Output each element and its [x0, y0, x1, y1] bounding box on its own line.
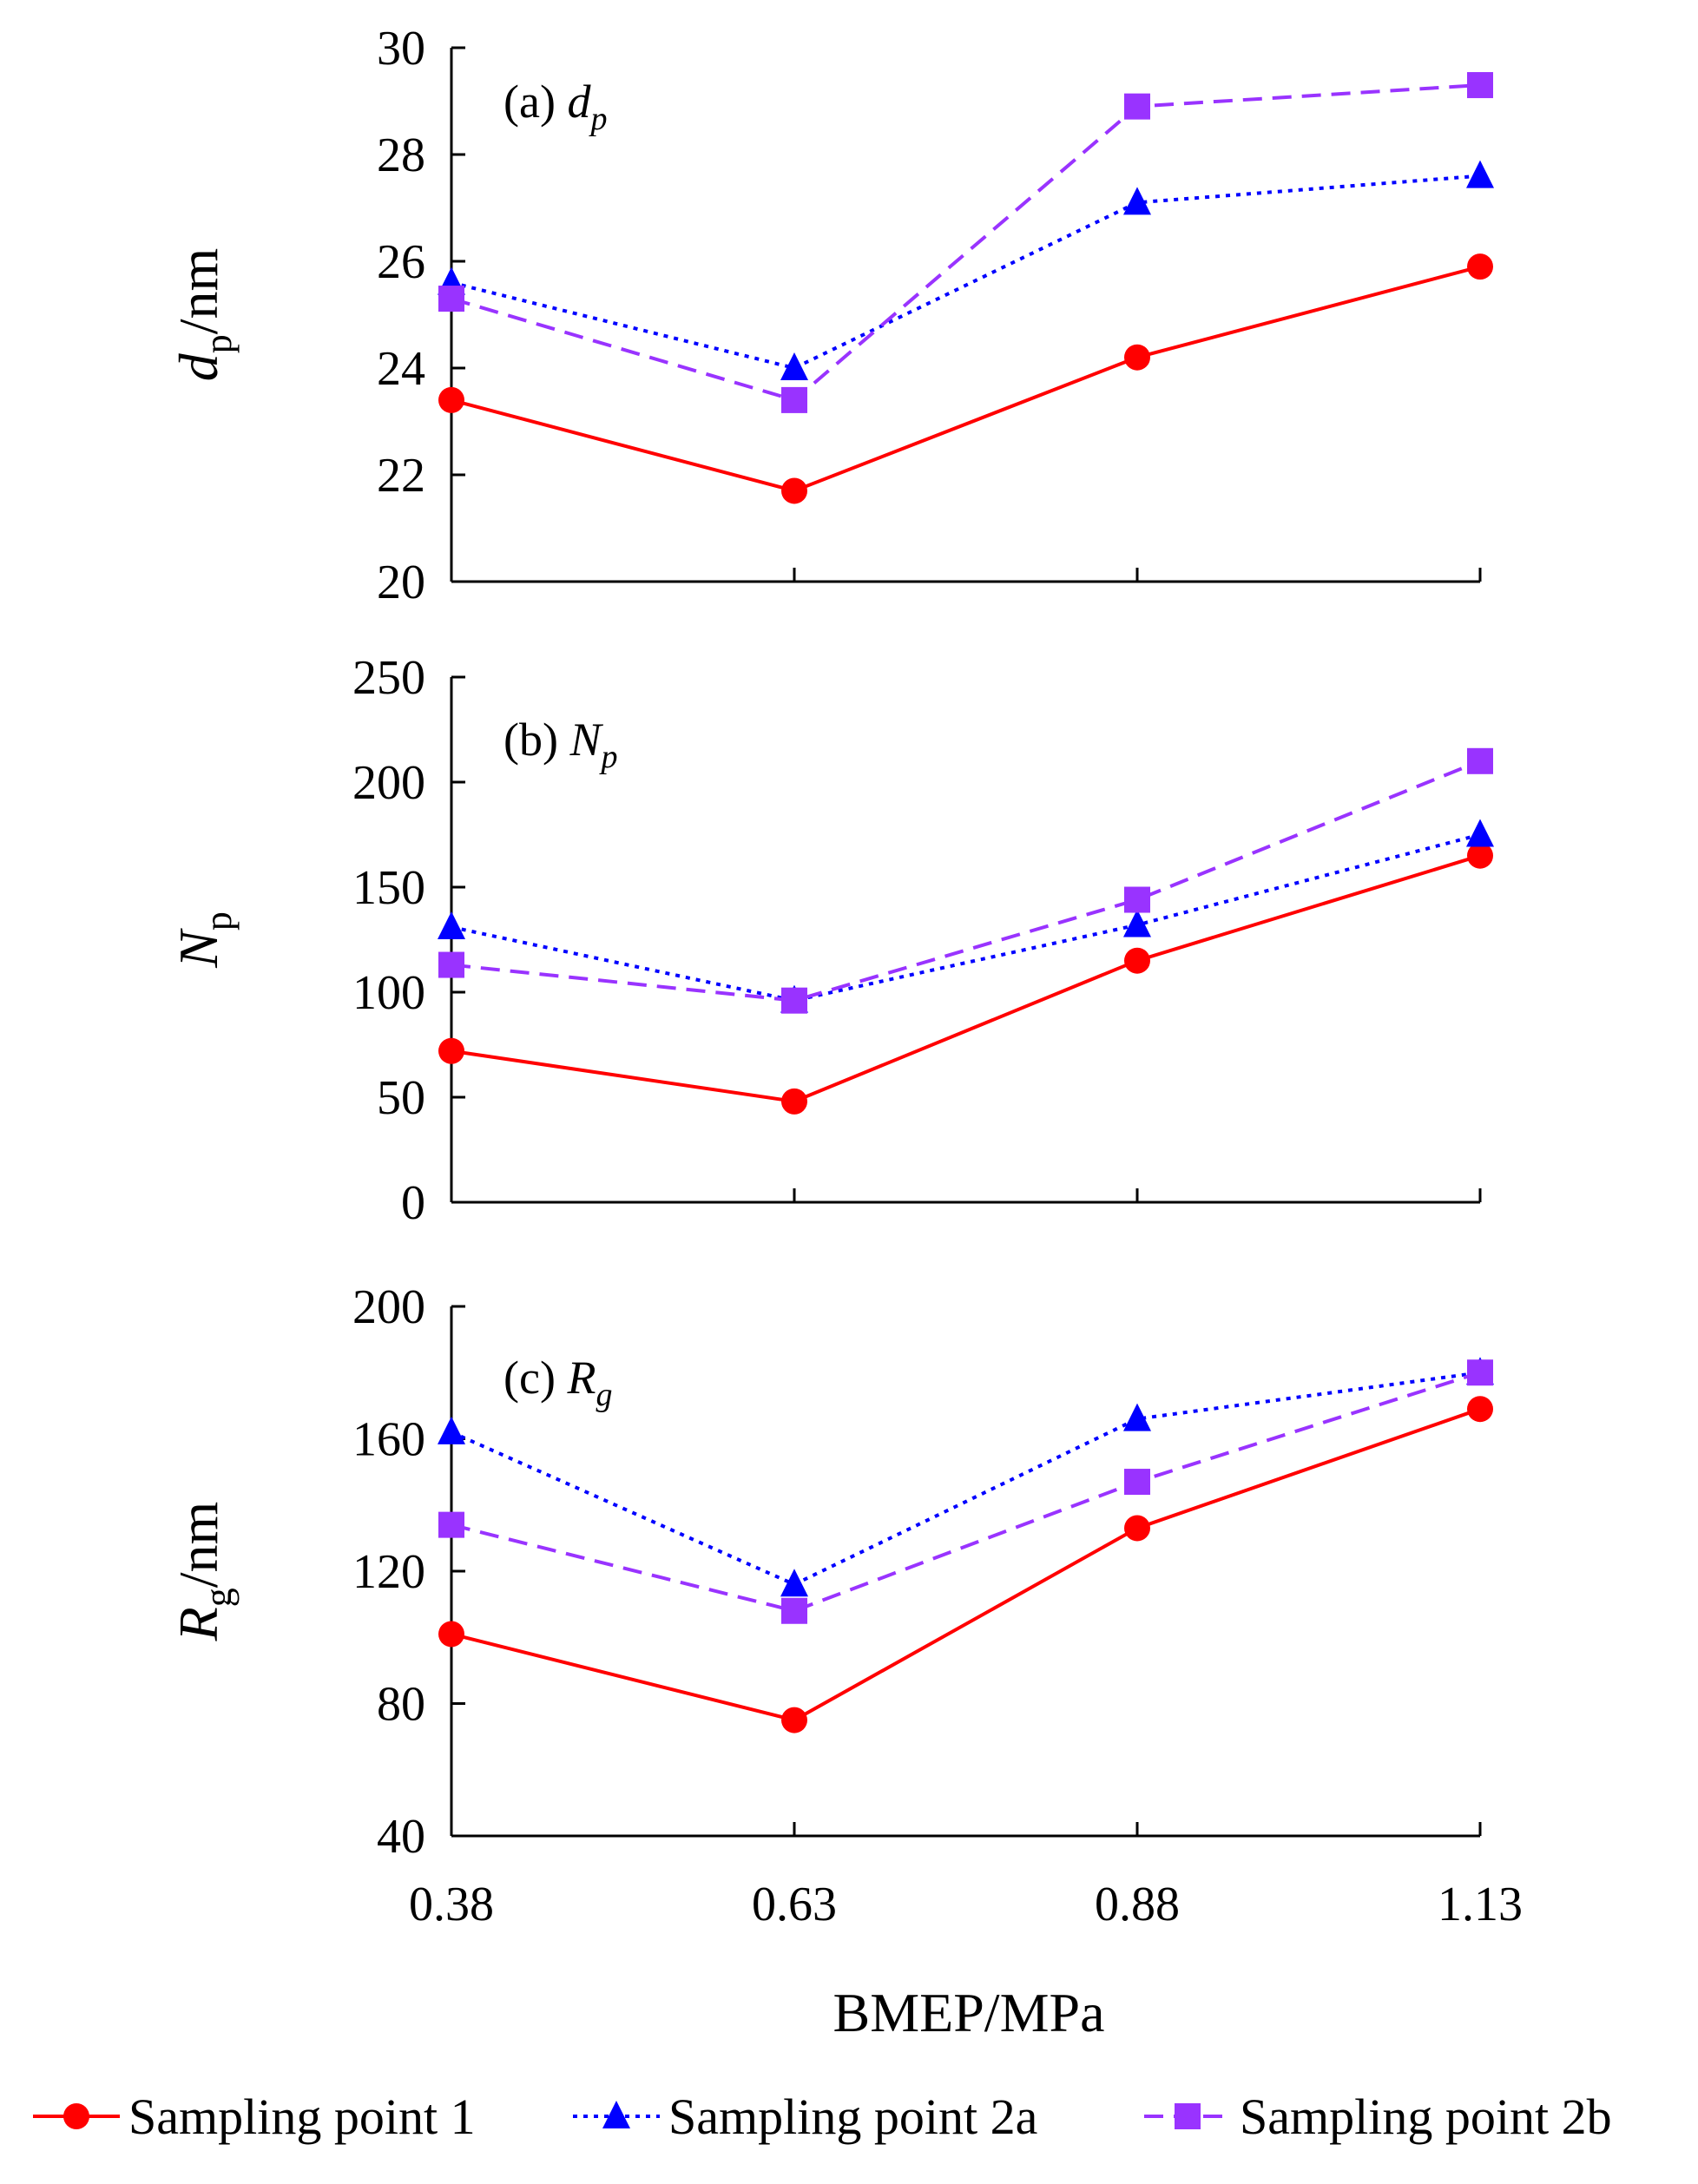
data-point-square — [438, 951, 464, 978]
y-axis-title: Rg/nm — [168, 1502, 240, 1642]
data-point-square — [1467, 72, 1493, 99]
data-point-triangle — [780, 1569, 808, 1597]
x-tick-label: 0.88 — [1095, 1878, 1180, 1931]
series-line — [451, 83, 1481, 403]
legend: Sampling point 1 Sampling point 2a Samplin… — [33, 2089, 1612, 2145]
series-1 — [438, 1396, 1493, 1733]
y-tick-label: 80 — [377, 1678, 425, 1732]
x-axis-title: BMEP/MPa — [833, 1982, 1105, 2043]
y-tick-label: 150 — [352, 861, 425, 915]
data-point-square — [1124, 1469, 1150, 1496]
y-tick-label: 200 — [352, 756, 425, 810]
data-point-circle — [1467, 842, 1493, 869]
y-tick-label: 100 — [352, 966, 425, 1020]
data-point-circle — [1124, 947, 1150, 974]
data-point-circle — [438, 1037, 464, 1064]
data-point-square — [1175, 2103, 1201, 2129]
data-point-triangle — [1466, 160, 1494, 188]
panel-b: 0 50 100 150 200 250 (b) Np Np — [168, 651, 1494, 1230]
data-point-triangle — [1123, 909, 1151, 937]
legend-label: Sampling point 2b — [1240, 2089, 1612, 2145]
series-1 — [438, 253, 1493, 504]
data-point-circle — [1124, 1515, 1150, 1542]
y-tick-label: 20 — [377, 556, 425, 609]
data-point-circle — [781, 1707, 807, 1733]
y-tick-label: 0 — [401, 1176, 425, 1230]
data-point-square — [1467, 747, 1493, 774]
data-point-circle — [438, 386, 464, 413]
legend-label: Sampling point 1 — [128, 2089, 476, 2145]
legend-entry: Sampling point 2b — [1144, 2089, 1612, 2145]
data-point-circle — [781, 1088, 807, 1115]
series-2a — [438, 819, 1494, 1013]
y-tick-label: 50 — [377, 1071, 425, 1125]
panel-label: (b) Np — [503, 714, 618, 775]
series-2a — [438, 160, 1494, 380]
series-1 — [438, 842, 1493, 1115]
data-point-triangle — [602, 2101, 630, 2128]
x-tick-label: 0.38 — [409, 1878, 494, 1931]
panel-label: (a) dp — [503, 76, 607, 137]
y-tick-label: 40 — [377, 1810, 425, 1864]
data-point-circle — [1124, 344, 1150, 371]
y-tick-label: 24 — [377, 342, 425, 396]
data-point-triangle — [438, 911, 465, 939]
y-tick-label: 30 — [377, 22, 425, 76]
y-tick-label: 250 — [352, 651, 425, 705]
data-point-square — [1124, 93, 1150, 120]
data-point-circle — [1467, 253, 1493, 280]
data-point-triangle — [438, 1416, 465, 1444]
legend-label: Sampling point 2a — [668, 2089, 1037, 2145]
data-point-square — [438, 286, 464, 312]
y-axis-title: Np — [168, 911, 240, 969]
panel-c: 40 80 120 160 200 (c) Rg Rg/nm — [168, 1280, 1494, 1864]
data-point-triangle — [1123, 1403, 1151, 1431]
y-tick-label: 22 — [377, 449, 425, 503]
y-tick-label: 26 — [377, 235, 425, 289]
data-point-circle — [781, 477, 807, 504]
data-point-triangle — [1123, 187, 1151, 215]
series-line — [451, 1407, 1481, 1722]
series-line — [451, 832, 1481, 1003]
series-2b — [438, 747, 1493, 1014]
data-point-triangle — [780, 352, 808, 380]
series-2b — [438, 1359, 1493, 1624]
series-line — [451, 1371, 1481, 1613]
data-point-square — [438, 1511, 464, 1538]
y-axis-title: dp/nm — [168, 248, 240, 382]
panel-a: 20 22 24 26 28 30 (a) dp dp/nm — [168, 22, 1494, 609]
data-point-square — [1467, 1359, 1493, 1386]
data-point-circle — [1467, 1396, 1493, 1423]
panels: 20 22 24 26 28 30 (a) dp dp/nm 0 50 100 150 200 250 (b… — [168, 22, 1494, 1864]
data-point-square — [1124, 886, 1150, 913]
legend-entry: Sampling point 2a — [573, 2089, 1037, 2145]
data-point-square — [781, 386, 807, 413]
series-2b — [438, 72, 1493, 413]
data-point-circle — [63, 2103, 89, 2129]
y-tick-label: 28 — [377, 128, 425, 182]
y-tick-label: 120 — [352, 1545, 425, 1599]
y-tick-label: 160 — [352, 1413, 425, 1467]
x-axis-labels: BMEP/MPa 0.38 0.63 0.88 1.13 — [409, 1878, 1523, 2043]
data-point-square — [781, 987, 807, 1014]
data-point-circle — [438, 1621, 464, 1648]
series-line — [451, 853, 1481, 1103]
panel-label: (c) Rg — [503, 1352, 612, 1413]
legend-entry: Sampling point 1 — [33, 2089, 476, 2145]
x-tick-label: 1.13 — [1438, 1878, 1523, 1931]
x-tick-label: 0.63 — [752, 1878, 837, 1931]
data-point-triangle — [1466, 819, 1494, 847]
series-line — [451, 265, 1481, 493]
series-line — [451, 759, 1481, 1003]
series-line — [451, 1371, 1481, 1587]
data-point-square — [781, 1597, 807, 1624]
series-line — [451, 174, 1481, 371]
y-tick-label: 200 — [352, 1280, 425, 1334]
